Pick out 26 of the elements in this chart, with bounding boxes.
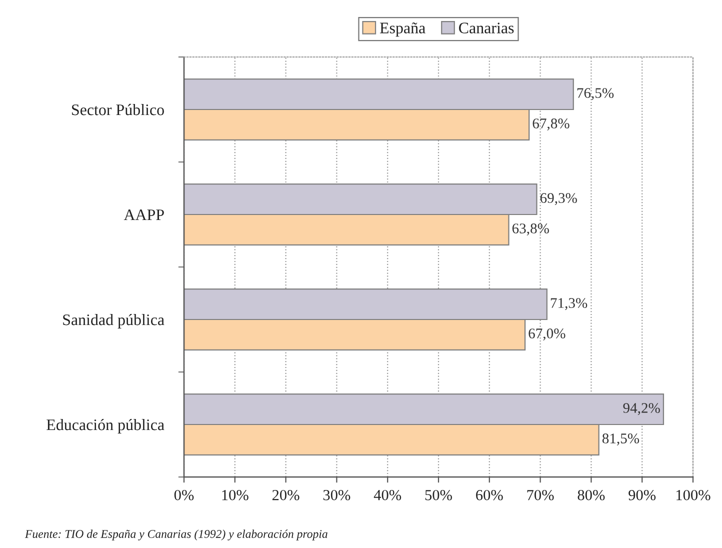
x-tick-label: 0% xyxy=(174,490,194,500)
data-label: 63,8% xyxy=(512,224,549,236)
data-label: 69,3% xyxy=(540,193,577,206)
x-tick-label: 30% xyxy=(323,490,350,500)
data-label: 94,2% xyxy=(623,403,660,416)
data-label: 71,3% xyxy=(550,298,588,310)
data-label: 67,8% xyxy=(532,118,570,130)
data-label: 76,5% xyxy=(577,88,614,100)
data-label: 81,5% xyxy=(602,434,640,446)
legend-label: Canarias xyxy=(459,22,514,34)
x-tick-label: 100% xyxy=(676,490,710,500)
x-tick-label: 40% xyxy=(374,490,402,500)
y-tick-label: Sanidad pública xyxy=(63,314,164,328)
x-tick-label: 10% xyxy=(222,490,248,500)
x-tick-label: 50% xyxy=(425,490,452,500)
data-label: 67,0% xyxy=(528,328,566,340)
y-tick-label: Educación pública xyxy=(46,418,164,434)
x-tick-label: 60% xyxy=(476,490,503,500)
y-tick-label: Sector Público xyxy=(72,104,164,116)
x-tick-label: 90% xyxy=(628,490,656,500)
x-tick-label: 70% xyxy=(527,490,554,500)
y-tick-label: AAPP xyxy=(124,209,164,220)
x-tick-label: 20% xyxy=(272,490,300,500)
x-tick-label: 80% xyxy=(578,490,605,500)
legend-label: España xyxy=(380,22,426,37)
source-note: Fuente: TIO de España y Canarias (1992) y elaboración propia xyxy=(24,530,328,540)
